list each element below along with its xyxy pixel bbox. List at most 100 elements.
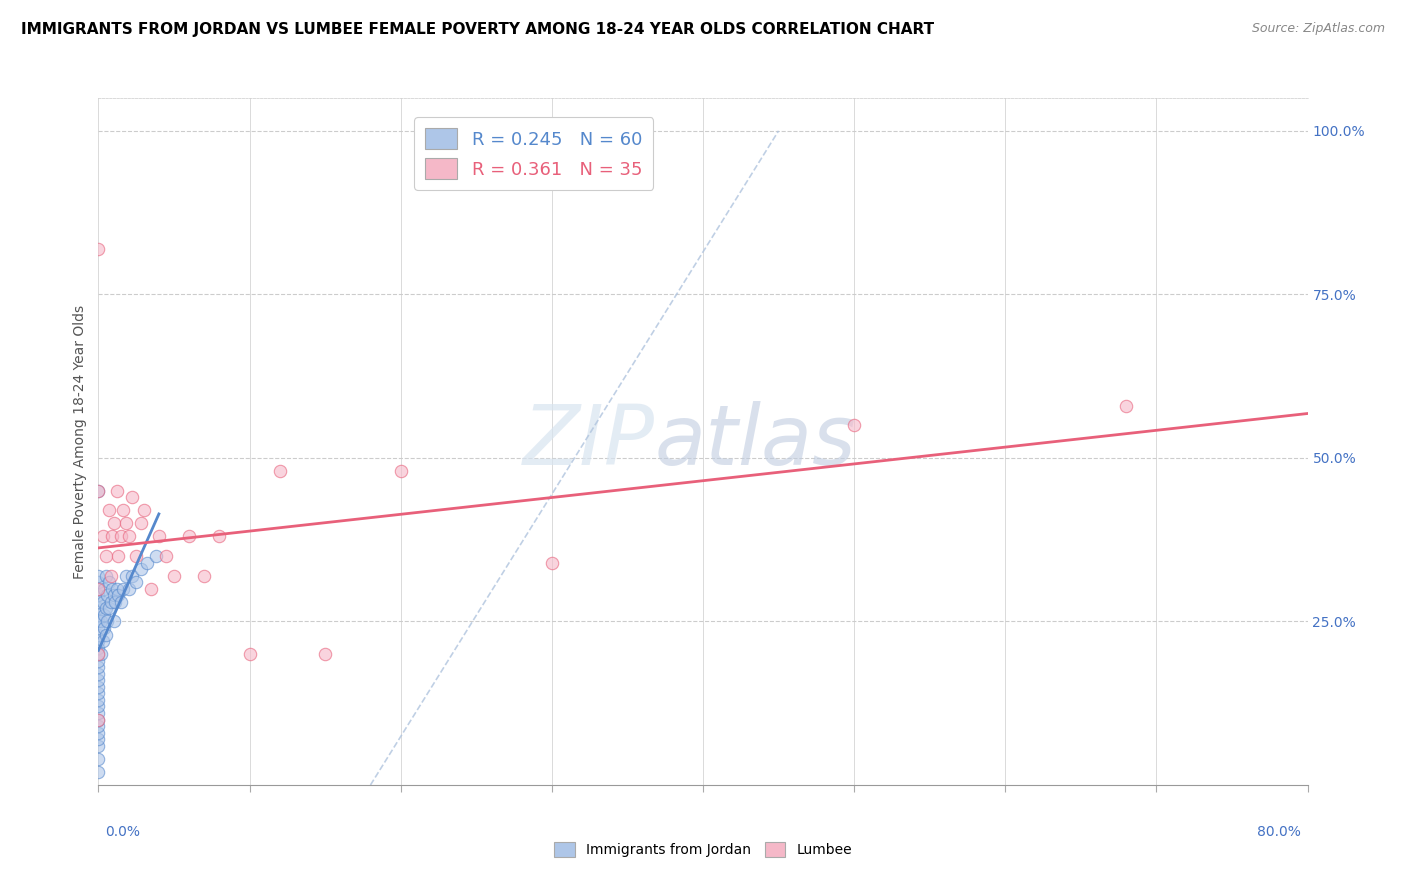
Point — [107, 549, 129, 563]
Point — [87, 647, 110, 661]
Point — [114, 516, 136, 531]
Point — [87, 607, 110, 622]
Point — [121, 568, 143, 582]
Point — [107, 588, 129, 602]
Point — [98, 601, 121, 615]
Point — [87, 568, 110, 582]
Y-axis label: Female Poverty Among 18-24 Year Olds: Female Poverty Among 18-24 Year Olds — [73, 304, 87, 579]
Point — [104, 595, 127, 609]
Point — [179, 529, 201, 543]
Legend: Immigrants from Jordan, Lumbee: Immigrants from Jordan, Lumbee — [548, 837, 858, 863]
Legend: R = 0.245   N = 60, R = 0.361   N = 35: R = 0.245 N = 60, R = 0.361 N = 35 — [415, 118, 654, 190]
Point — [148, 529, 170, 543]
Point — [540, 556, 562, 570]
Point — [87, 713, 110, 727]
Point — [389, 464, 412, 478]
Point — [87, 483, 110, 498]
Point — [114, 568, 136, 582]
Point — [87, 640, 110, 655]
Point — [90, 615, 112, 629]
Point — [91, 595, 114, 609]
Point — [314, 647, 336, 661]
Point — [87, 752, 110, 766]
Point — [110, 595, 132, 609]
Point — [98, 503, 121, 517]
Point — [87, 719, 110, 733]
Point — [87, 725, 110, 739]
Point — [87, 706, 110, 720]
Point — [269, 464, 291, 478]
Point — [87, 693, 110, 707]
Point — [145, 549, 167, 563]
Point — [87, 601, 110, 615]
Point — [129, 562, 152, 576]
Point — [87, 483, 110, 498]
Point — [105, 582, 128, 596]
Point — [91, 634, 114, 648]
Point — [125, 549, 148, 563]
Point — [129, 516, 152, 531]
Point — [125, 575, 148, 590]
Point — [96, 588, 118, 602]
Point — [87, 660, 110, 674]
Point — [87, 621, 110, 635]
Point — [87, 699, 110, 714]
Text: ZIP: ZIP — [523, 401, 655, 482]
Point — [87, 242, 110, 256]
Point — [239, 647, 262, 661]
Point — [100, 595, 122, 609]
Point — [87, 666, 110, 681]
Point — [87, 739, 110, 753]
Point — [103, 615, 125, 629]
Point — [118, 582, 141, 596]
Point — [87, 575, 110, 590]
Point — [103, 588, 125, 602]
Point — [87, 647, 110, 661]
Point — [87, 588, 110, 602]
Point — [98, 575, 121, 590]
Point — [87, 654, 110, 668]
Point — [93, 621, 115, 635]
Point — [141, 582, 163, 596]
Point — [844, 418, 866, 433]
Point — [87, 582, 110, 596]
Point — [94, 568, 117, 582]
Point — [87, 732, 110, 747]
Point — [87, 680, 110, 694]
Point — [94, 601, 117, 615]
Point — [87, 673, 110, 688]
Text: 80.0%: 80.0% — [1257, 825, 1301, 839]
Point — [87, 686, 110, 700]
Point — [193, 568, 215, 582]
Point — [91, 529, 114, 543]
Point — [111, 503, 134, 517]
Point — [87, 634, 110, 648]
Point — [87, 713, 110, 727]
Point — [90, 647, 112, 661]
Point — [110, 529, 132, 543]
Point — [103, 516, 125, 531]
Point — [87, 615, 110, 629]
Point — [101, 529, 124, 543]
Point — [155, 549, 177, 563]
Point — [94, 549, 117, 563]
Point — [93, 582, 115, 596]
Point — [135, 556, 157, 570]
Point — [105, 483, 128, 498]
Point — [87, 595, 110, 609]
Point — [208, 529, 231, 543]
Point — [94, 627, 117, 641]
Point — [87, 582, 110, 596]
Point — [1115, 399, 1137, 413]
Text: atlas: atlas — [655, 401, 856, 482]
Point — [93, 607, 115, 622]
Point — [121, 490, 143, 504]
Point — [132, 503, 155, 517]
Text: IMMIGRANTS FROM JORDAN VS LUMBEE FEMALE POVERTY AMONG 18-24 YEAR OLDS CORRELATIO: IMMIGRANTS FROM JORDAN VS LUMBEE FEMALE … — [21, 22, 934, 37]
Point — [163, 568, 186, 582]
Point — [111, 582, 134, 596]
Text: 0.0%: 0.0% — [105, 825, 141, 839]
Point — [87, 627, 110, 641]
Point — [87, 764, 110, 779]
Point — [96, 615, 118, 629]
